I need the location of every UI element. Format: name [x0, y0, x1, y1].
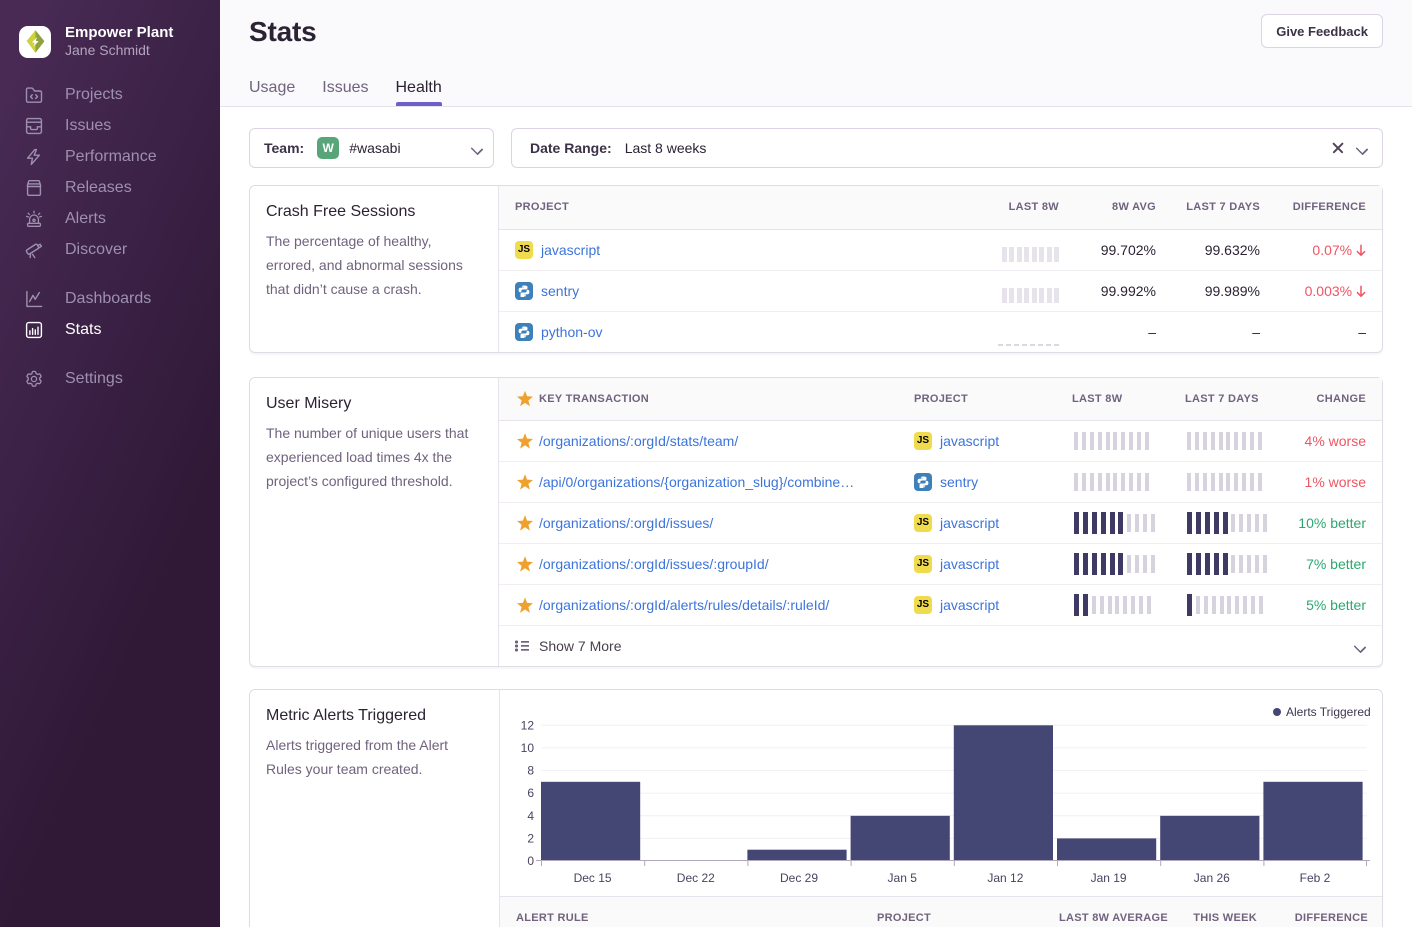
- svg-text:Feb 2: Feb 2: [1300, 871, 1331, 885]
- svg-text:Jan 5: Jan 5: [888, 871, 918, 885]
- svg-text:12: 12: [521, 718, 535, 732]
- svg-text:Alerts Triggered: Alerts Triggered: [1286, 705, 1371, 719]
- svg-text:6: 6: [527, 786, 534, 800]
- svg-text:0: 0: [527, 854, 534, 868]
- svg-text:Jan 12: Jan 12: [987, 871, 1023, 885]
- svg-text:4: 4: [527, 809, 534, 823]
- svg-text:10: 10: [521, 741, 535, 755]
- svg-text:Dec 15: Dec 15: [574, 871, 612, 885]
- svg-text:Dec 22: Dec 22: [677, 871, 715, 885]
- svg-text:8: 8: [527, 764, 534, 778]
- svg-text:2: 2: [527, 831, 534, 845]
- svg-text:Dec 29: Dec 29: [780, 871, 818, 885]
- svg-text:Jan 26: Jan 26: [1194, 871, 1230, 885]
- svg-text:Jan 19: Jan 19: [1091, 871, 1127, 885]
